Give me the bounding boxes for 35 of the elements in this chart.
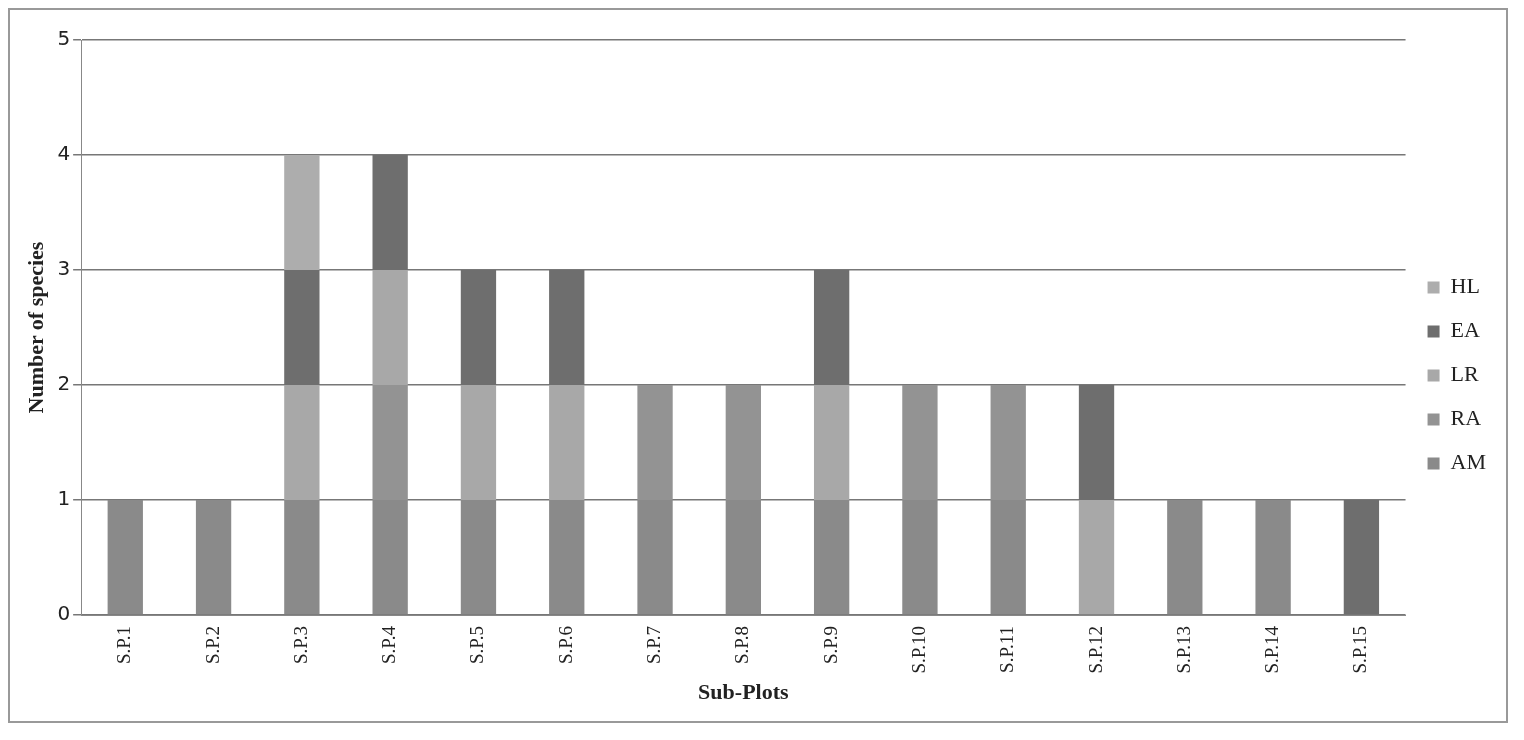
- x-tick-label: S.P.6: [554, 626, 576, 665]
- x-tick-label: S.P.14: [1261, 625, 1283, 674]
- x-tick-label: S.P.11: [996, 626, 1018, 673]
- bar: [284, 155, 320, 271]
- x-tick-label: S.P.10: [907, 626, 929, 674]
- x-tick-label: S.P.5: [466, 626, 488, 665]
- y-tick-label: 3: [57, 256, 71, 281]
- y-tick-label: 4: [57, 141, 71, 166]
- x-tick-label: S.P.12: [1084, 626, 1106, 674]
- x-tick-label: S.P.9: [819, 626, 841, 665]
- bar: [813, 385, 850, 501]
- x-tick-label: S.P.15: [1349, 626, 1371, 674]
- legend-label: HL: [1450, 273, 1480, 299]
- y-tick-label: 0: [57, 601, 71, 626]
- x-tick-label: S.P.7: [643, 626, 665, 665]
- bar: [549, 385, 585, 501]
- legend-label: AM: [1450, 449, 1486, 475]
- bar: [372, 270, 408, 386]
- x-tick-label: S.P.1: [113, 626, 135, 665]
- x-axis-title: Sub-Plots: [698, 679, 789, 705]
- x-tick-label: S.P.2: [201, 626, 223, 665]
- bar: [460, 385, 497, 501]
- x-tick-label: S.P.3: [289, 626, 311, 665]
- x-tick-label: S.P.4: [378, 625, 400, 665]
- y-tick-label: 5: [57, 26, 71, 51]
- y-tick-label: 2: [57, 371, 71, 396]
- legend-label: LR: [1450, 361, 1479, 387]
- y-axis-title: Number of species: [22, 241, 48, 414]
- x-tick-label: S.P.13: [1172, 626, 1194, 674]
- x-tick-label: S.P.8: [731, 626, 753, 665]
- bar: [1078, 500, 1115, 615]
- bar: [284, 385, 320, 501]
- legend-label: RA: [1450, 405, 1482, 431]
- legend-label: EA: [1450, 317, 1480, 343]
- y-tick-label: 1: [57, 486, 71, 511]
